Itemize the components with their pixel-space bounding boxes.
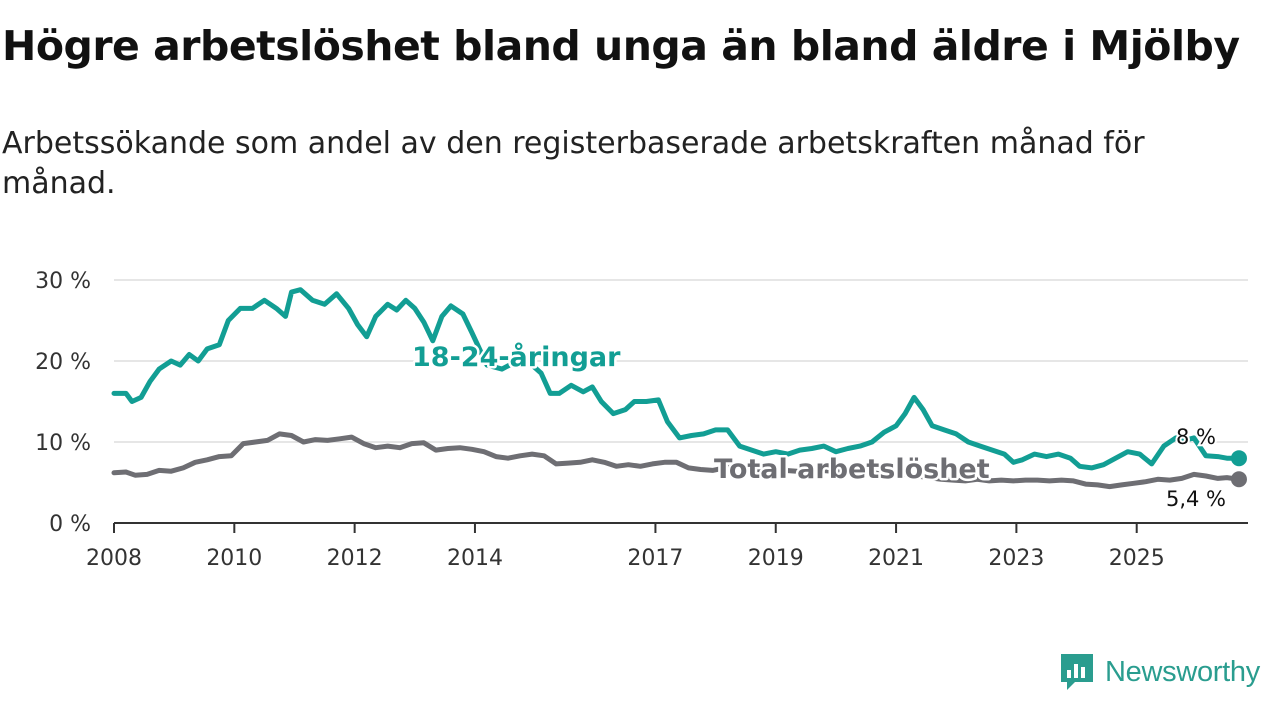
grid-lines	[114, 279, 1248, 443]
x-tick-label: 2014	[447, 546, 503, 571]
y-tick-label: 10 %	[35, 431, 91, 456]
y-tick-label: 0 %	[49, 512, 91, 537]
y-tick-label: 20 %	[35, 350, 91, 375]
x-tick-label: 2008	[86, 546, 142, 571]
x-tick-label: 2023	[988, 546, 1044, 571]
series-label-youth: 18-24-åringar	[412, 341, 621, 373]
series-line-total	[111, 431, 1242, 490]
series-labels: 18-24-åringar Total arbetslöshet 8 % 5,4 %	[410, 339, 1247, 513]
series-line-youth	[111, 287, 1242, 471]
end-dot-total	[1230, 471, 1247, 488]
chart-title: Högre arbetslöshet bland unga än bland ä…	[2, 22, 1240, 70]
x-tick-label: 2010	[206, 546, 262, 571]
axes: 0 % 10 % 20 % 30 % 2008 2010 2012 2014 2017 2019 2…	[35, 269, 1248, 571]
series-label-total: Total arbetslöshet	[714, 454, 990, 485]
y-tick-label: 30 %	[35, 269, 91, 294]
newsworthy-icon	[1061, 654, 1093, 690]
end-dot-youth	[1230, 450, 1247, 467]
x-tick-label: 2012	[327, 546, 383, 571]
series-lines	[111, 287, 1242, 490]
chart-subtitle: Arbetssökande som andel av den registerb…	[2, 126, 1145, 201]
newsworthy-logo: Newsworthy	[1059, 652, 1260, 692]
x-tick-label: 2021	[868, 546, 924, 571]
end-label-total: 5,4 %	[1166, 487, 1226, 511]
x-tick-label: 2019	[748, 546, 804, 571]
end-label-youth: 8 %	[1176, 425, 1216, 449]
x-tick-label: 2017	[627, 546, 683, 571]
brand-name: Newsworthy	[1105, 655, 1260, 688]
x-tick-label: 2025	[1109, 546, 1165, 571]
